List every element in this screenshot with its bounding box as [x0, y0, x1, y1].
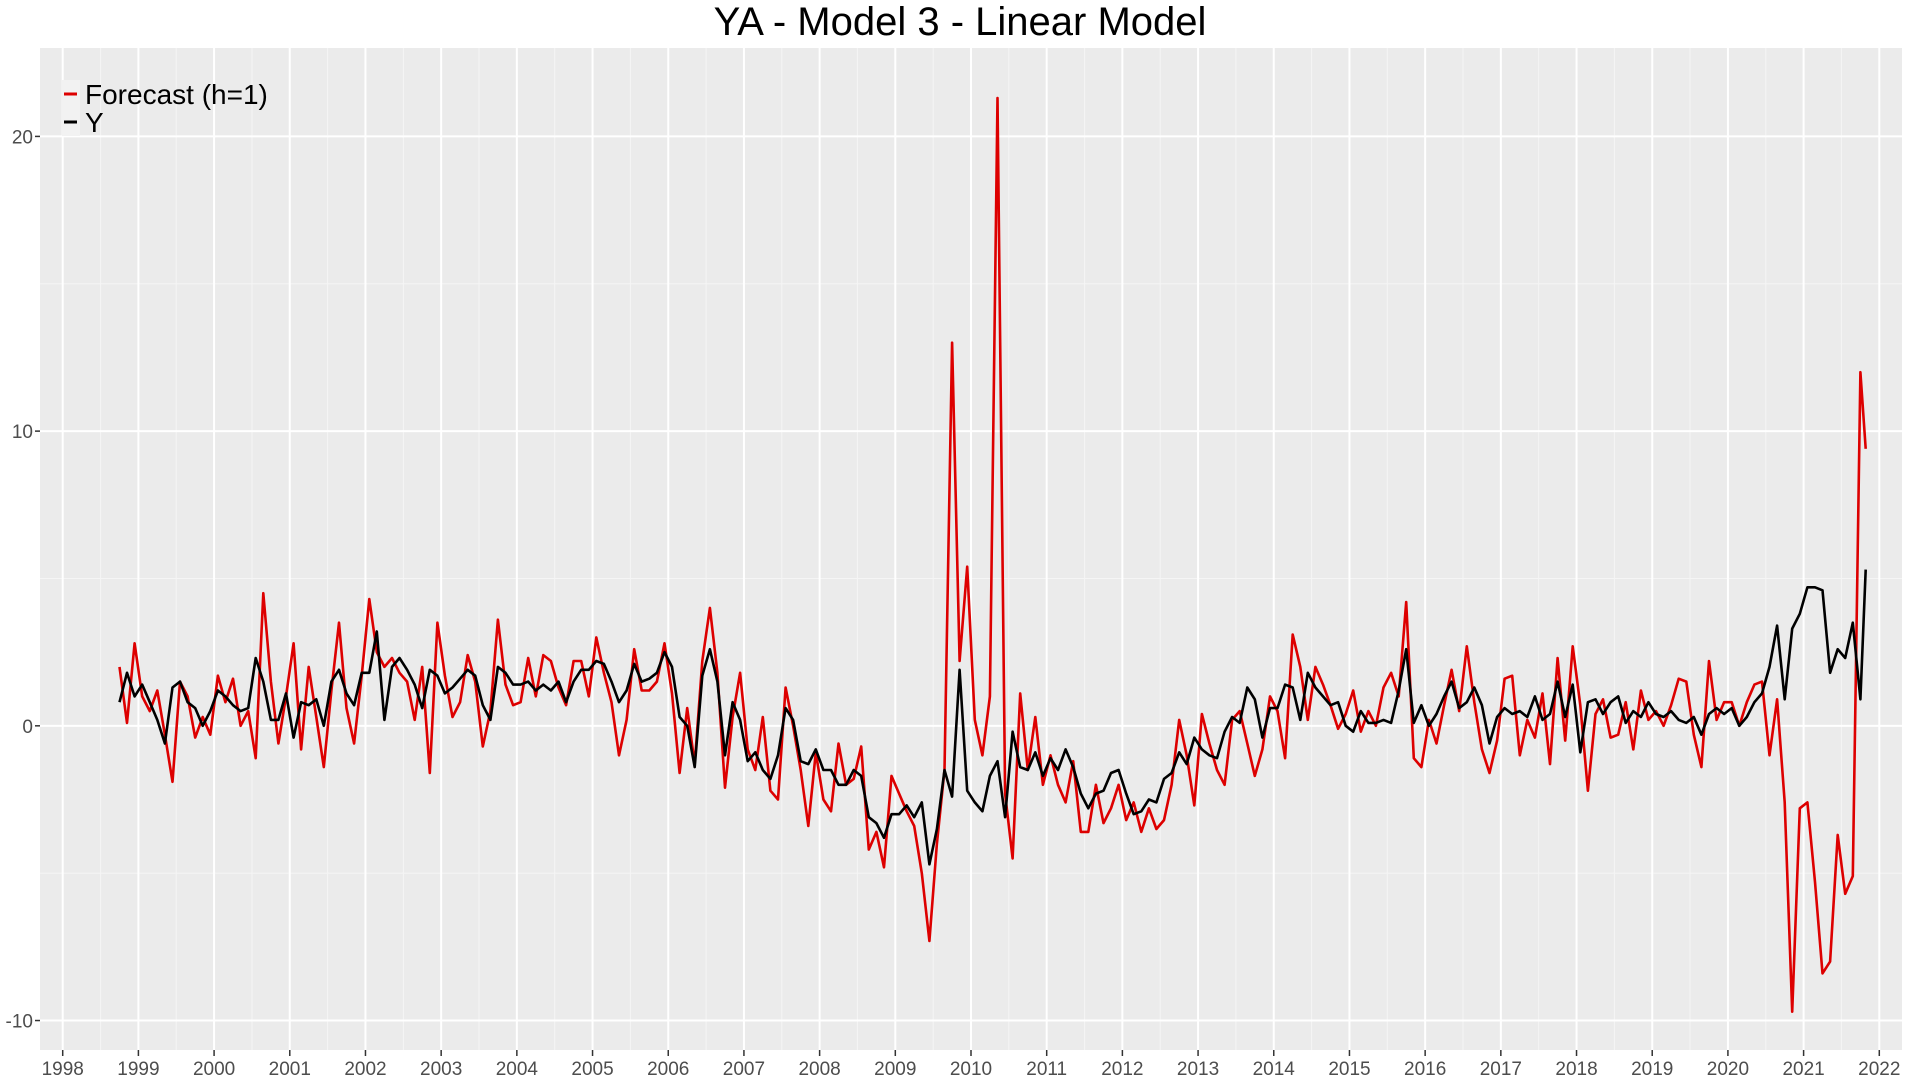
y-series-line — [118, 569, 1867, 866]
x-tick-label: 2017 — [1480, 1059, 1522, 1080]
x-tick-label: 2005 — [571, 1059, 613, 1080]
x-tick-label: 2007 — [723, 1059, 765, 1080]
y-tick-label: 20 — [12, 127, 33, 148]
axis-layer: 1998 1999 2000 2001 2002 2003 2004 2005 2006 2007… — [6, 127, 1901, 1080]
x-tick-label: 2013 — [1177, 1059, 1219, 1080]
x-tick-label: 1998 — [42, 1059, 84, 1080]
x-tick-label: 2020 — [1707, 1059, 1749, 1080]
x-tick-label: 2008 — [798, 1059, 840, 1080]
x-tick-label: 2000 — [193, 1059, 235, 1080]
x-tick-label: 2019 — [1631, 1059, 1673, 1080]
x-tick-label: 2021 — [1782, 1059, 1824, 1080]
x-tick-label: 2012 — [1101, 1059, 1143, 1080]
x-tick-label: 2022 — [1858, 1059, 1900, 1080]
x-tick-label: 2018 — [1555, 1059, 1597, 1080]
y-tick-label: 10 — [12, 422, 33, 443]
x-tick-label: 2016 — [1404, 1059, 1446, 1080]
x-tick-label: 2006 — [647, 1059, 689, 1080]
x-tick-label: 2010 — [950, 1059, 992, 1080]
x-tick-label: 2014 — [1253, 1059, 1296, 1080]
major-gridlines — [40, 48, 1902, 1050]
x-tick-label: 2002 — [344, 1059, 386, 1080]
x-tick-label: 2003 — [420, 1059, 462, 1080]
x-tick-label: 2015 — [1328, 1059, 1370, 1080]
x-tick-label: 2004 — [496, 1059, 539, 1080]
x-tick-label: 1999 — [117, 1059, 159, 1080]
chart-title: YA - Model 3 - Linear Model — [713, 0, 1207, 44]
legend-label-forecast: Forecast (h=1) — [85, 79, 268, 110]
legend: Forecast (h=1)Y — [62, 79, 268, 138]
x-tick-label: 2009 — [874, 1059, 916, 1080]
x-tick-label: 2011 — [1026, 1059, 1067, 1080]
forecast-series-line — [118, 96, 1867, 1014]
y-tick-label: 0 — [22, 717, 33, 738]
series-layer — [118, 96, 1867, 1014]
y-tick-label: -10 — [6, 1012, 33, 1033]
legend-label-y: Y — [85, 107, 104, 138]
x-tick-label: 2001 — [269, 1059, 311, 1080]
